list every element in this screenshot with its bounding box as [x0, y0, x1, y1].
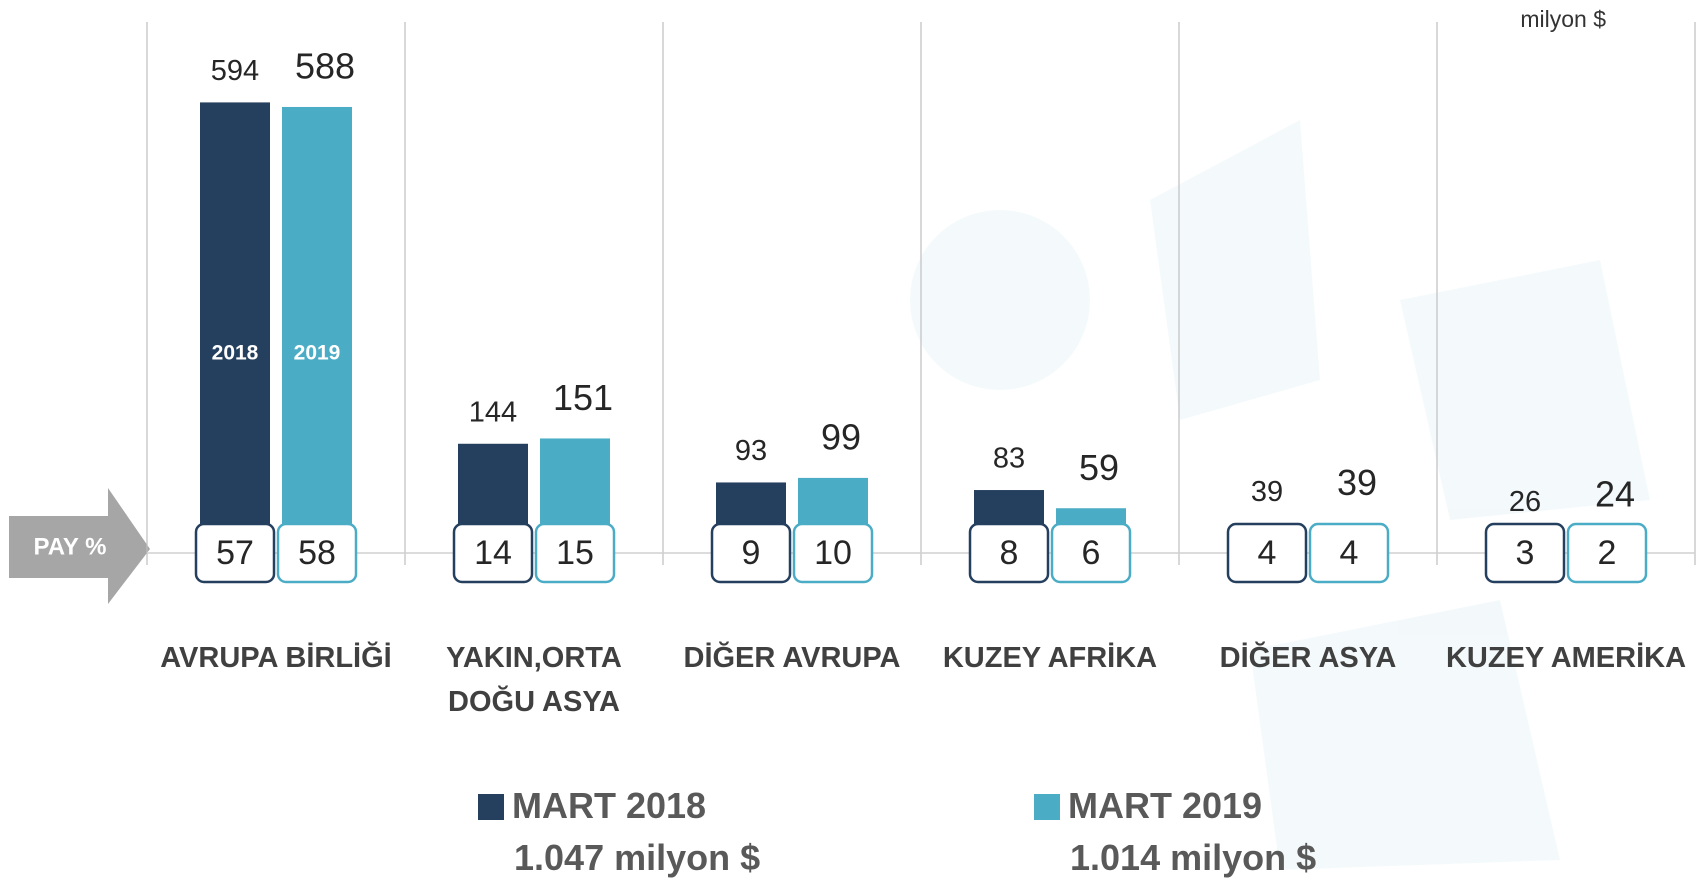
bar — [200, 102, 270, 553]
background-pattern — [910, 120, 1650, 870]
share-label: 4 — [1258, 534, 1277, 572]
share-box — [1308, 522, 1390, 584]
share-label: 57 — [216, 534, 254, 572]
x-tick-label: DİĞER ASYA — [1219, 642, 1397, 674]
share-label: 14 — [474, 534, 512, 572]
share-box — [1484, 522, 1566, 584]
legend-swatch — [478, 794, 504, 820]
value-label: 99 — [821, 416, 861, 457]
share-label: 58 — [298, 534, 336, 572]
value-label: 24 — [1595, 473, 1635, 514]
share-box — [534, 522, 616, 584]
share-box — [1566, 522, 1648, 584]
x-tick-label: KUZEY AFRİKA — [942, 642, 1158, 674]
share-label: 2 — [1598, 534, 1617, 572]
value-label: 26 — [1509, 486, 1541, 518]
legend-total: 1.047 milyon $ — [514, 837, 761, 878]
bar-series-label: 2019 — [294, 342, 341, 365]
value-label: 151 — [553, 377, 613, 418]
share-label: 9 — [742, 534, 761, 572]
legend-total: 1.014 milyon $ — [1070, 837, 1317, 878]
legend-name: MART 2018 — [512, 785, 707, 826]
share-label: PAY % — [34, 533, 107, 560]
value-label: 39 — [1337, 462, 1377, 503]
share-box — [1050, 522, 1132, 584]
value-label: 144 — [469, 396, 517, 428]
share-label: 4 — [1340, 534, 1359, 572]
x-tick-label: YAKIN,ORTA DOĞU ASYA — [446, 642, 622, 718]
share-box — [194, 522, 276, 584]
share-box — [710, 522, 792, 584]
legend-name: MART 2019 — [1068, 785, 1263, 826]
value-label: 594 — [211, 55, 259, 87]
share-arrow — [9, 488, 150, 604]
share-box — [792, 522, 874, 584]
legend-swatch — [1034, 794, 1060, 820]
legend-entry: MART 2018 1.047 milyon $ — [478, 780, 760, 884]
value-label: 59 — [1079, 447, 1119, 488]
bar — [282, 106, 352, 554]
unit-label: milyon $ — [1520, 6, 1606, 32]
x-tick-label: KUZEY AMERİKA — [1445, 642, 1687, 674]
legend-entry: MART 2019 1.014 milyon $ — [1034, 780, 1316, 884]
bar-series-label: 2018 — [212, 342, 259, 365]
share-label: 10 — [814, 534, 852, 572]
share-label: 3 — [1516, 534, 1535, 572]
share-label: 15 — [556, 534, 594, 572]
share-box — [968, 522, 1050, 584]
x-tick-label: AVRUPA BİRLİĞİ — [160, 642, 392, 674]
share-label: 8 — [1000, 534, 1019, 572]
x-tick-label: DİĞER AVRUPA — [683, 642, 901, 674]
value-label: 588 — [295, 45, 355, 86]
share-label: 6 — [1082, 534, 1101, 572]
value-label: 93 — [735, 435, 767, 467]
share-box — [452, 522, 534, 584]
value-label: 39 — [1251, 476, 1283, 508]
share-box — [276, 522, 358, 584]
value-label: 83 — [993, 443, 1025, 475]
share-box — [1226, 522, 1308, 584]
